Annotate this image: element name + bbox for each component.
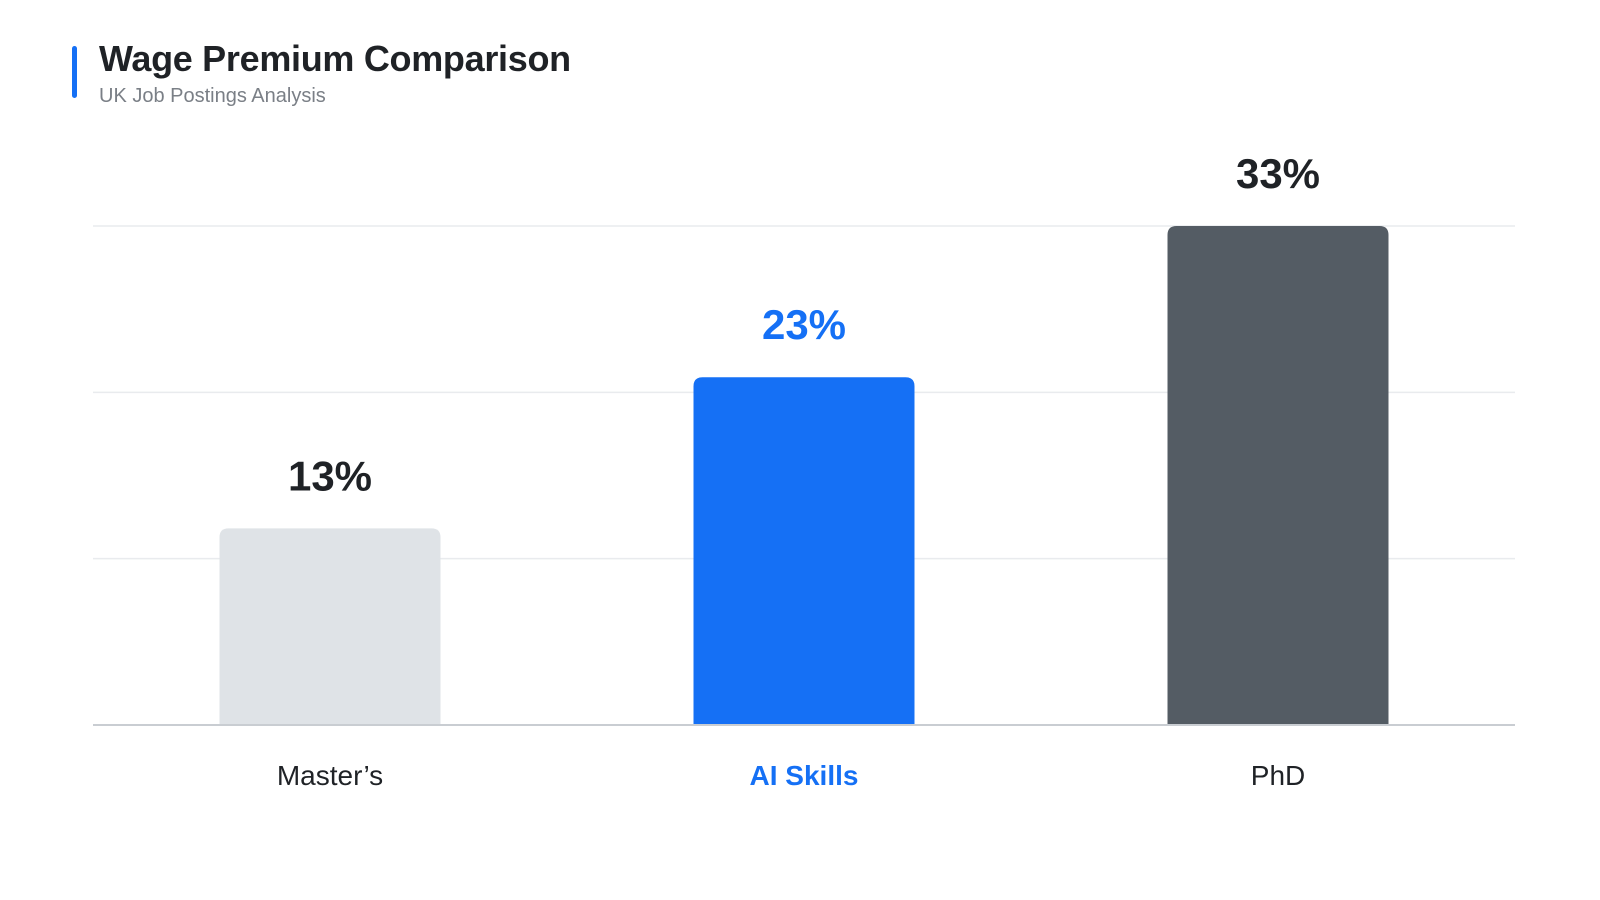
category-label: AI Skills — [750, 760, 859, 791]
bar-value-label: 33% — [1236, 150, 1320, 197]
category-label: Master’s — [277, 760, 383, 791]
bar — [693, 377, 915, 725]
bar-value-label: 13% — [288, 452, 372, 499]
chart-subtitle: UK Job Postings Analysis — [99, 85, 326, 107]
category-label: PhD — [1251, 760, 1305, 791]
bar — [219, 528, 441, 725]
bar-value-label: 23% — [762, 301, 846, 348]
bar — [1167, 226, 1389, 725]
title-accent-bar — [72, 46, 77, 98]
chart-title: Wage Premium Comparison — [99, 38, 571, 79]
